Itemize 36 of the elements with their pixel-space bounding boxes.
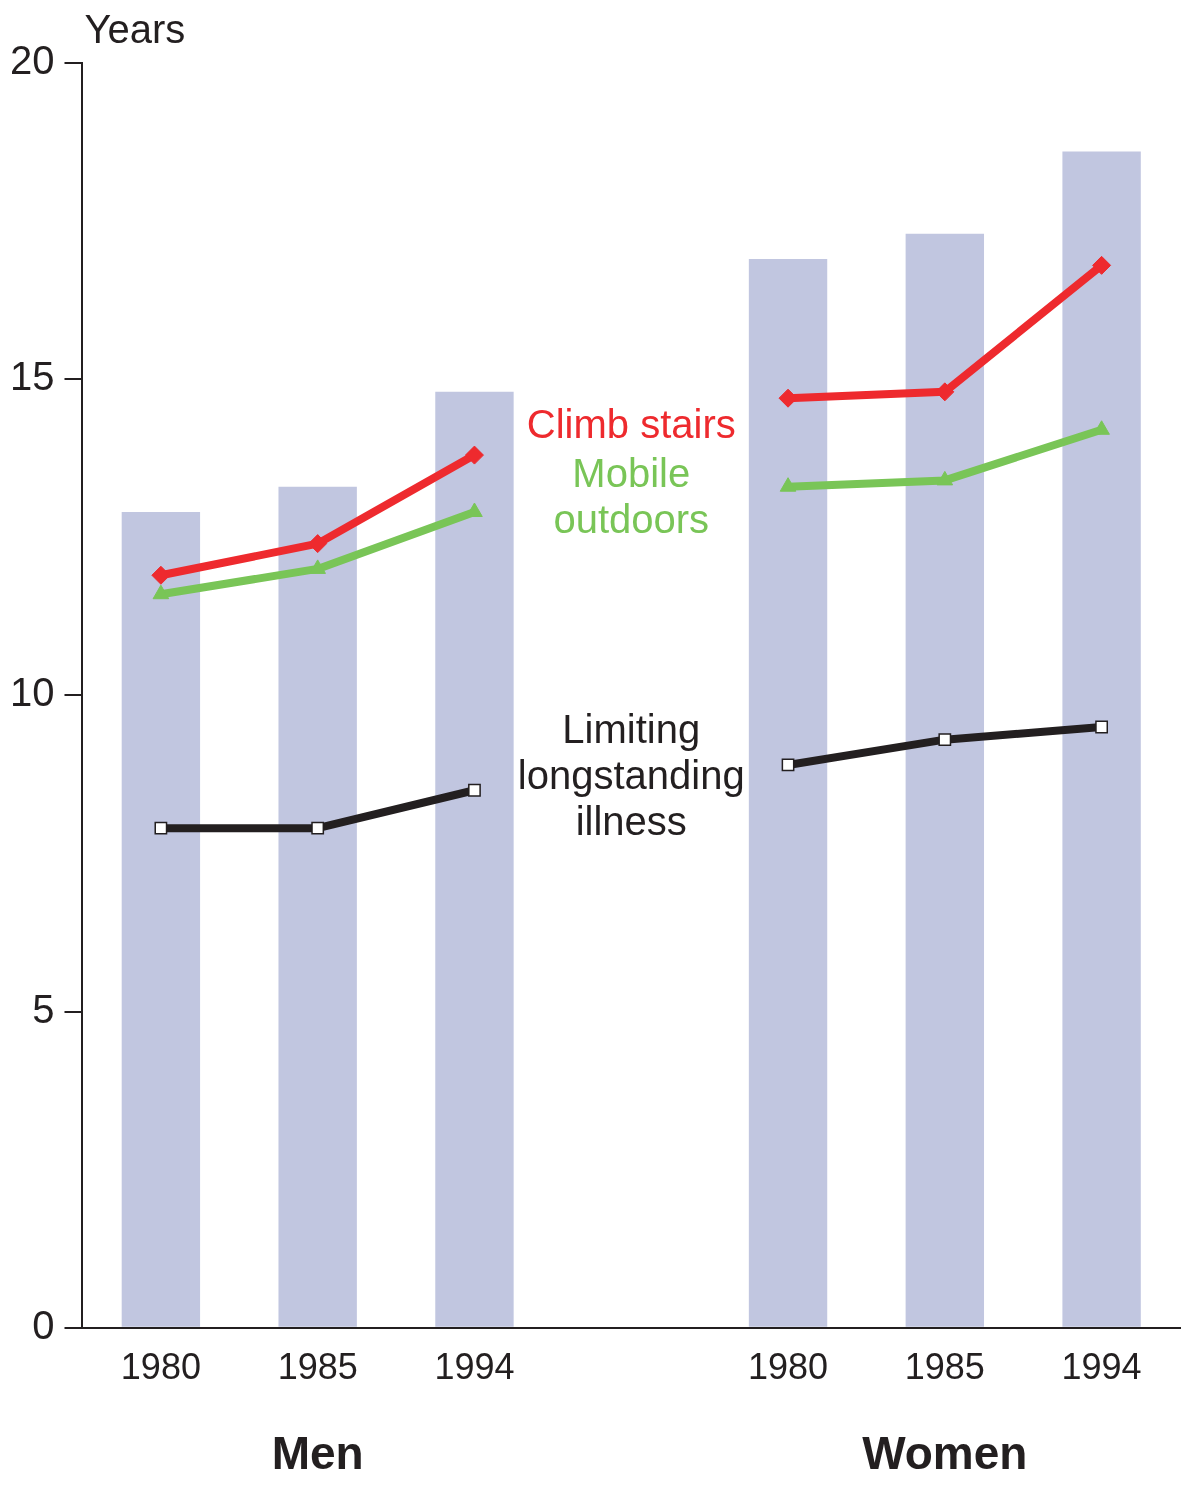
point [154,821,168,835]
series-label: Limiting longstanding illness [517,706,745,843]
point [1092,255,1112,275]
y-axis-title: Years [84,7,186,51]
point [308,534,328,554]
point [936,470,954,486]
point [151,565,171,585]
point [309,559,326,574]
x-tick-label: 1980 [120,1346,201,1388]
point [464,445,484,465]
bar [278,486,357,1327]
x-tick-label: 1994 [1061,1346,1142,1388]
series-label: Mobile outdoors [553,451,710,542]
point [938,733,952,747]
x-tick-label: 1985 [904,1346,985,1388]
y-tick-label: 10 [9,670,55,715]
x-tick-label: 1985 [277,1346,358,1388]
text: Men [271,1426,364,1479]
bar [748,259,828,1327]
point [468,783,481,797]
bar [121,512,201,1327]
bar [435,391,514,1327]
bar [1062,151,1141,1327]
point [311,821,325,835]
series-label: Climb stairs [526,401,736,446]
y-tick-label: 15 [9,354,55,399]
point [1095,720,1109,734]
text: Women [862,1426,1028,1479]
bar [905,233,985,1327]
y-tick-label: 20 [9,38,55,83]
x-tick-label: 1980 [747,1346,829,1388]
point [152,584,170,600]
point [779,477,797,492]
y-tick-label: 5 [32,986,55,1031]
y-tick-label: 0 [32,1302,55,1347]
x-tick-label: 1994 [434,1346,515,1388]
